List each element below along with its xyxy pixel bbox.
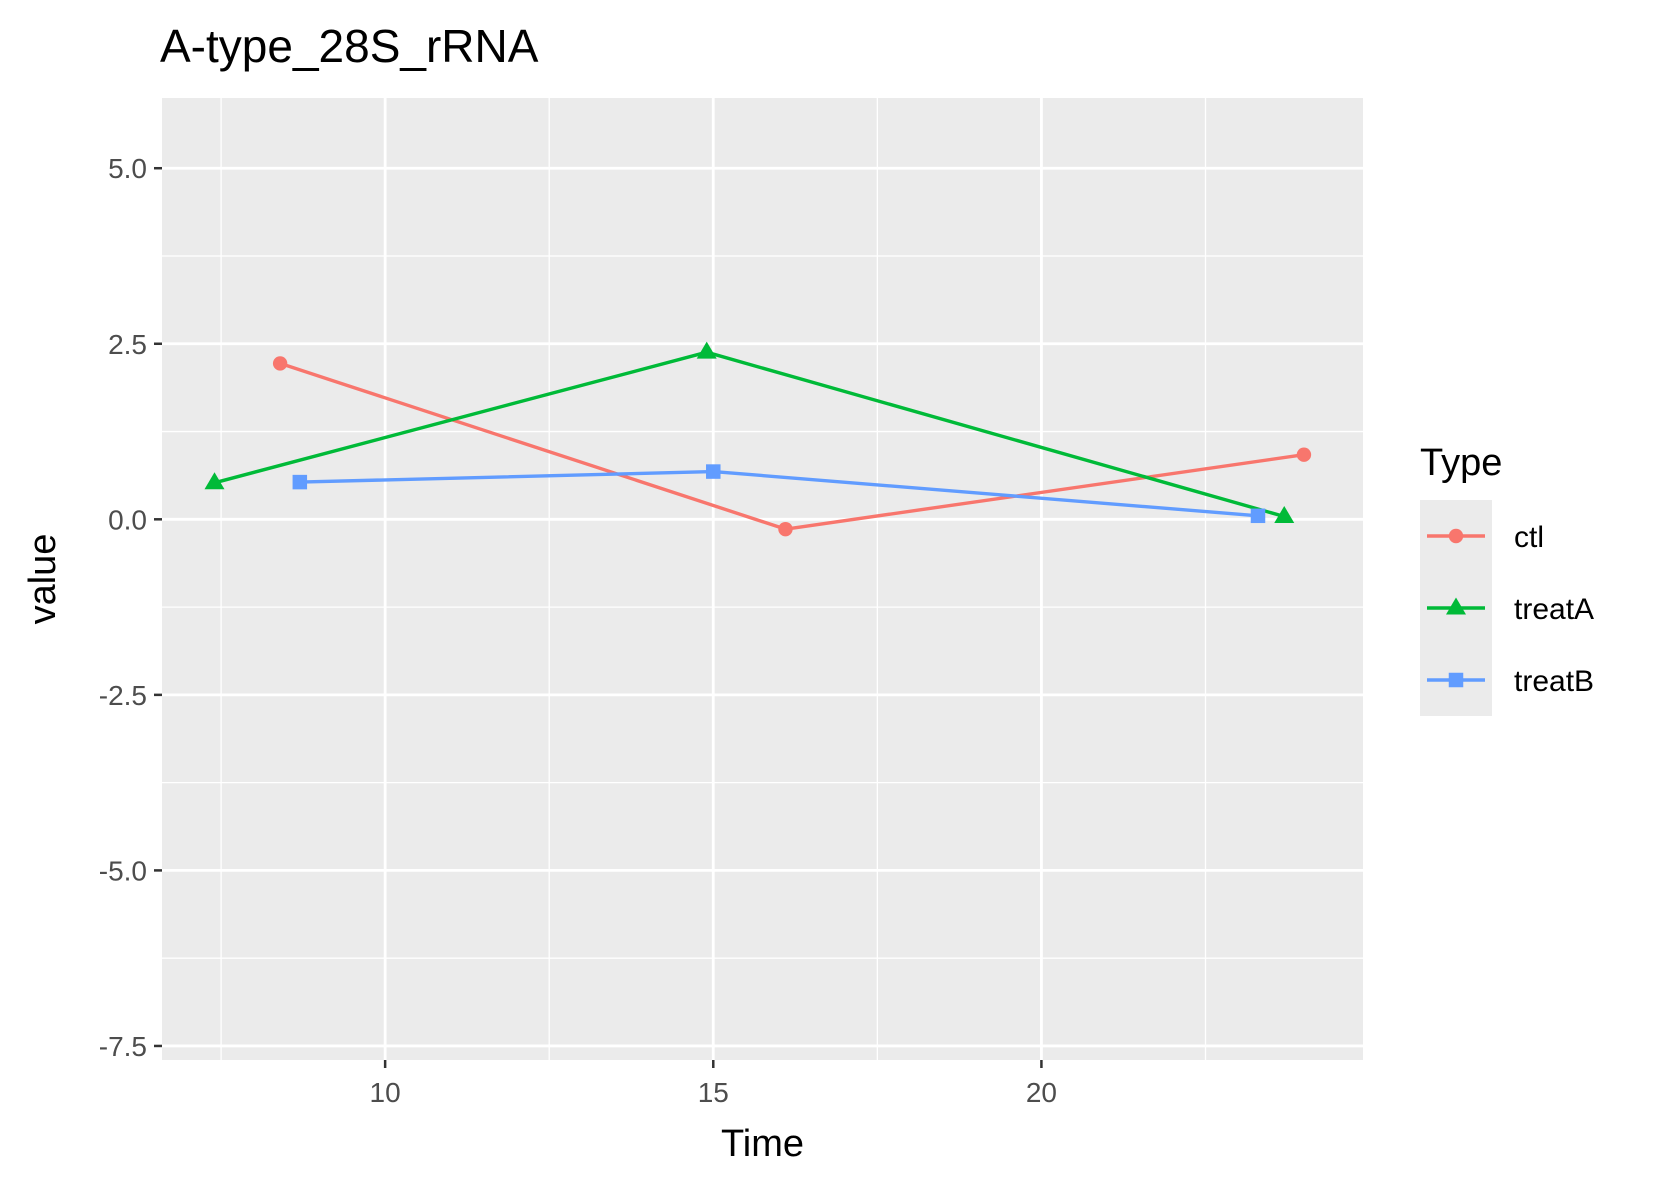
series-ctl — [272, 356, 1312, 537]
x-tick-label: 15 — [698, 1077, 729, 1108]
y-axis-title: value — [22, 534, 64, 625]
data-point-treatB — [1250, 508, 1266, 524]
y-tick-label: -5.0 — [99, 855, 147, 886]
data-point-treatA — [204, 472, 225, 490]
series-treatA — [204, 341, 1295, 523]
y-tick-label: 5.0 — [108, 153, 147, 184]
legend-title: Type — [1420, 442, 1502, 484]
y-tick-label: 2.5 — [108, 329, 147, 360]
major-gridlines — [162, 98, 1363, 1060]
data-point-ctl — [778, 521, 793, 537]
y-tick-label: 0.0 — [108, 504, 147, 535]
x-axis-title: Time — [721, 1123, 804, 1165]
data-point-ctl — [1296, 447, 1312, 462]
x-tick-label: 20 — [1026, 1077, 1057, 1108]
legend: Type ctl treatA treatB — [1420, 442, 1594, 716]
legend-item-ctl: ctl — [1427, 521, 1544, 554]
legend-key-marker — [1448, 528, 1464, 544]
y-tick-label: -2.5 — [99, 680, 147, 711]
legend-label: treatB — [1514, 665, 1594, 698]
legend-item-treatB: treatB — [1427, 665, 1594, 698]
legend-label: treatA — [1514, 593, 1594, 626]
data-point-treatB — [292, 474, 308, 490]
data-point-treatA — [696, 341, 717, 359]
series-treatB — [292, 464, 1266, 524]
legend-key-marker — [1448, 672, 1464, 688]
series-layer — [204, 341, 1312, 537]
legend-label: ctl — [1514, 521, 1544, 554]
data-point-treatA — [1274, 505, 1295, 523]
data-point-treatB — [706, 464, 721, 479]
legend-item-treatA: treatA — [1427, 593, 1594, 626]
chart-title: A-type_28S_rRNA — [160, 20, 539, 72]
data-point-ctl — [272, 356, 288, 371]
axes-layer: 10 15 20 5.0 2.5 0.0 -2.5 -5.0 -7.5 — [99, 153, 1057, 1108]
y-tick-label: -7.5 — [99, 1031, 147, 1062]
plot-panel — [162, 98, 1363, 1060]
x-tick-label: 10 — [370, 1077, 401, 1108]
legend-key-marker — [1446, 597, 1466, 615]
minor-gridlines — [162, 98, 1363, 1060]
